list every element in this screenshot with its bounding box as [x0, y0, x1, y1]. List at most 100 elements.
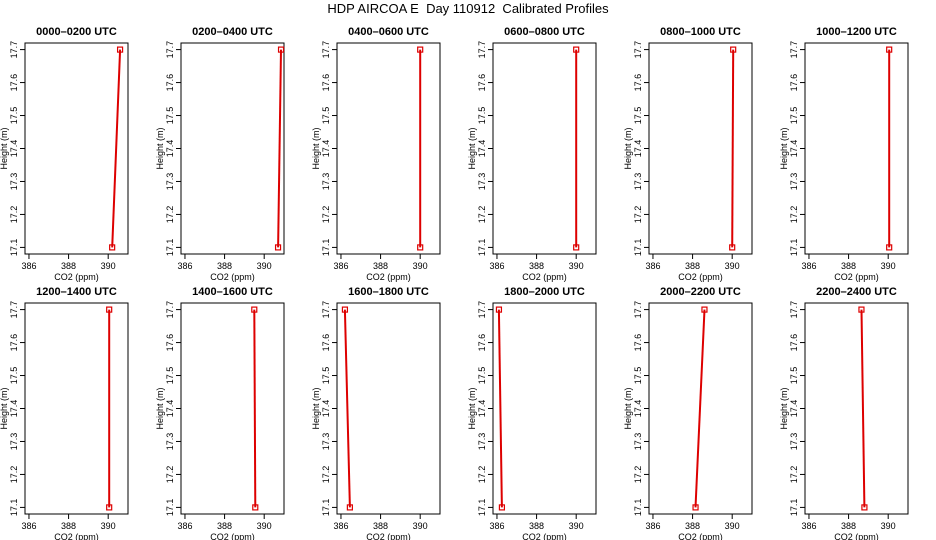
- y-tick-label: 17.7: [633, 41, 643, 59]
- panel-title: 0200–0400 UTC: [192, 26, 273, 38]
- y-tick-label: 17.3: [9, 173, 19, 191]
- data-point: [730, 46, 737, 53]
- data-point: [692, 504, 699, 511]
- profile-line: [343, 309, 351, 508]
- x-tick-label: 390: [413, 261, 428, 271]
- y-tick-label: 17.1: [321, 239, 331, 257]
- x-tick-label: 386: [177, 261, 192, 271]
- y-tick-label: 17.6: [633, 334, 643, 352]
- panel-title: 0800–1000 UTC: [660, 26, 741, 38]
- y-axis-label: Height (m): [623, 387, 633, 429]
- y-tick-label: 17.4: [477, 400, 487, 418]
- panel-title: 0000–0200 UTC: [36, 26, 117, 38]
- y-axis-label: Height (m): [779, 127, 789, 169]
- profile-line: [694, 309, 706, 508]
- y-tick-label: 17.2: [9, 466, 19, 484]
- x-tick-label: 390: [101, 521, 116, 531]
- y-tick-label: 17.1: [321, 499, 331, 517]
- x-tick-label: 386: [21, 261, 36, 271]
- y-axis-label: Height (m): [155, 127, 165, 169]
- y-tick-label: 17.1: [789, 239, 799, 257]
- panel-title: 1200–1400 UTC: [36, 286, 117, 298]
- x-axis-label: CO2 (ppm): [834, 532, 879, 540]
- y-axis-label: Height (m): [0, 387, 9, 429]
- y-tick-label: 17.1: [477, 239, 487, 257]
- x-tick-label: 390: [881, 521, 896, 531]
- data-point: [106, 504, 113, 511]
- x-tick-label: 388: [217, 521, 232, 531]
- data-point: [495, 306, 503, 313]
- y-tick-label: 17.3: [321, 173, 331, 191]
- profile-line: [860, 309, 866, 508]
- y-tick-label: 17.7: [633, 301, 643, 319]
- x-tick-label: 390: [881, 261, 896, 271]
- y-tick-label: 17.1: [9, 239, 19, 257]
- y-tick-label: 17.6: [789, 334, 799, 352]
- y-tick-label: 17.4: [9, 140, 19, 158]
- x-axis-label: CO2 (ppm): [210, 272, 255, 282]
- profile-line: [497, 309, 503, 508]
- y-tick-label: 17.6: [321, 334, 331, 352]
- profile-line: [731, 49, 735, 248]
- x-axis-label: CO2 (ppm): [834, 272, 879, 282]
- y-tick-label: 17.4: [789, 140, 799, 158]
- y-tick-label: 17.6: [477, 74, 487, 92]
- y-tick-label: 17.4: [633, 400, 643, 418]
- y-tick-label: 17.2: [477, 206, 487, 224]
- data-point: [886, 46, 893, 53]
- panel-12: 2200–2400 UTC 386 388 390 17.1 17.2 17.3 17.4 17…: [779, 286, 909, 540]
- y-tick-label: 17.3: [633, 433, 643, 451]
- y-tick-label: 17.7: [789, 41, 799, 59]
- y-tick-label: 17.7: [477, 301, 487, 319]
- data-point: [109, 244, 116, 251]
- data-point: [106, 306, 113, 313]
- y-tick-label: 17.7: [789, 301, 799, 319]
- y-axis-label: Height (m): [311, 387, 321, 429]
- panel-11: 2000–2200 UTC 386 388 390 17.1 17.2 17.3 17.4 17…: [623, 286, 753, 540]
- y-tick-label: 17.7: [321, 41, 331, 59]
- y-tick-label: 17.7: [165, 301, 175, 319]
- y-tick-label: 17.2: [633, 466, 643, 484]
- x-tick-label: 390: [101, 261, 116, 271]
- y-tick-label: 17.3: [789, 433, 799, 451]
- panel-6: 1000–1200 UTC 386 388 390 17.1 17.2 17.3 17.4 17…: [779, 26, 909, 282]
- plot-frame: [336, 302, 441, 515]
- y-tick-label: 17.6: [477, 334, 487, 352]
- y-tick-label: 17.1: [165, 499, 175, 517]
- panel-7: 1200–1400 UTC 386 388 390 17.1 17.2 17.3 17.4 17…: [0, 286, 129, 540]
- x-tick-label: 386: [645, 521, 660, 531]
- x-tick-label: 388: [217, 261, 232, 271]
- data-point: [701, 306, 708, 313]
- x-tick-label: 388: [529, 521, 544, 531]
- x-tick-label: 386: [801, 261, 816, 271]
- y-axis-label: Height (m): [311, 127, 321, 169]
- panel-8: 1400–1600 UTC 386 388 390 17.1 17.2 17.3 17.4 17…: [155, 286, 285, 540]
- x-axis-label: CO2 (ppm): [54, 272, 99, 282]
- x-tick-label: 386: [801, 521, 816, 531]
- data-point: [729, 244, 736, 251]
- y-tick-label: 17.2: [321, 206, 331, 224]
- y-tick-label: 17.2: [9, 206, 19, 224]
- y-tick-label: 17.5: [321, 107, 331, 125]
- x-tick-label: 390: [725, 521, 740, 531]
- y-tick-label: 17.5: [633, 107, 643, 125]
- x-tick-label: 386: [333, 521, 348, 531]
- y-tick-label: 17.4: [321, 140, 331, 158]
- panel-title: 1000–1200 UTC: [816, 26, 897, 38]
- y-tick-label: 17.7: [9, 41, 19, 59]
- panel-title: 1600–1800 UTC: [348, 286, 429, 298]
- figure-title: HDP AIRCOA E Day 110912 Calibrated Profi…: [327, 1, 609, 16]
- y-axis-label: Height (m): [467, 127, 477, 169]
- panel-title: 2000–2200 UTC: [660, 286, 741, 298]
- y-tick-label: 17.4: [9, 400, 19, 418]
- y-axis-label: Height (m): [467, 387, 477, 429]
- y-tick-label: 17.5: [321, 367, 331, 385]
- x-tick-label: 388: [373, 261, 388, 271]
- data-point: [346, 504, 353, 511]
- panel-title: 0400–0600 UTC: [348, 26, 429, 38]
- y-tick-label: 17.7: [165, 41, 175, 59]
- x-tick-label: 390: [569, 261, 584, 271]
- y-tick-label: 17.4: [165, 140, 175, 158]
- y-tick-label: 17.6: [9, 334, 19, 352]
